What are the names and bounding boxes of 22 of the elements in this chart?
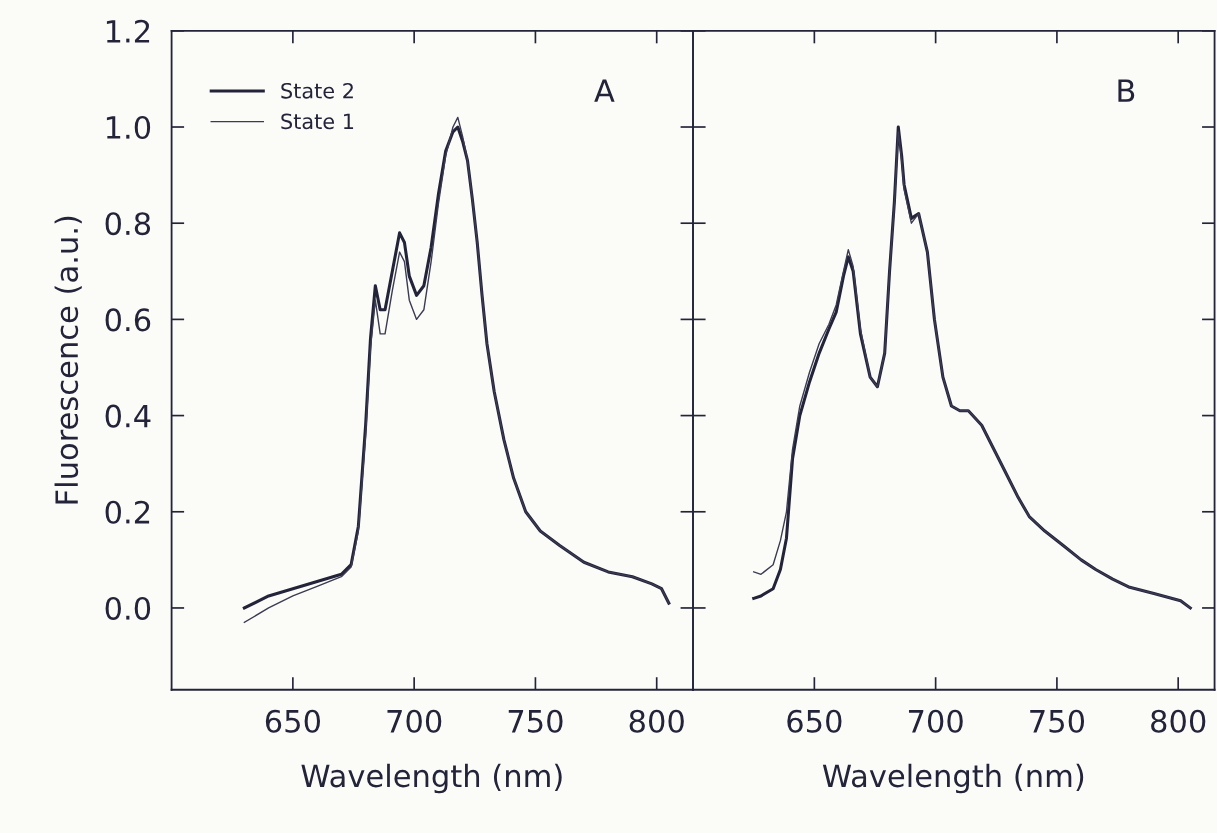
y-tick-label: 0.6 [105,308,151,332]
y-axis-title: Fluorescence (a.u.) [54,216,82,504]
y-tick-label: 1.2 [106,19,150,43]
legend-label: State 2 [281,82,353,99]
y-tick-label: 0.0 [105,596,151,621]
x-tick-label: 800 [1151,709,1206,733]
y-tick-label: 1.0 [106,115,151,140]
x-tick-label: 650 [265,709,320,733]
x-tick-label: 700 [387,709,442,733]
x-tick-label: 650 [787,709,842,733]
x-tick-label: 700 [908,709,963,733]
y-tick-label: 0.8 [105,212,151,236]
x-tick-label: 750 [508,709,563,733]
x-axis-title: Wavelength (nm) [301,763,562,794]
x-tick-label: 800 [629,709,684,733]
annotation: A [594,79,615,102]
y-tick-label: 0.4 [105,404,151,428]
x-tick-label: 750 [1030,709,1085,733]
annotation: B [1118,79,1135,102]
legend-label: State 1 [281,113,354,130]
y-tick-label: 0.2 [105,500,150,524]
x-axis-title: Wavelength (nm) [822,763,1084,794]
